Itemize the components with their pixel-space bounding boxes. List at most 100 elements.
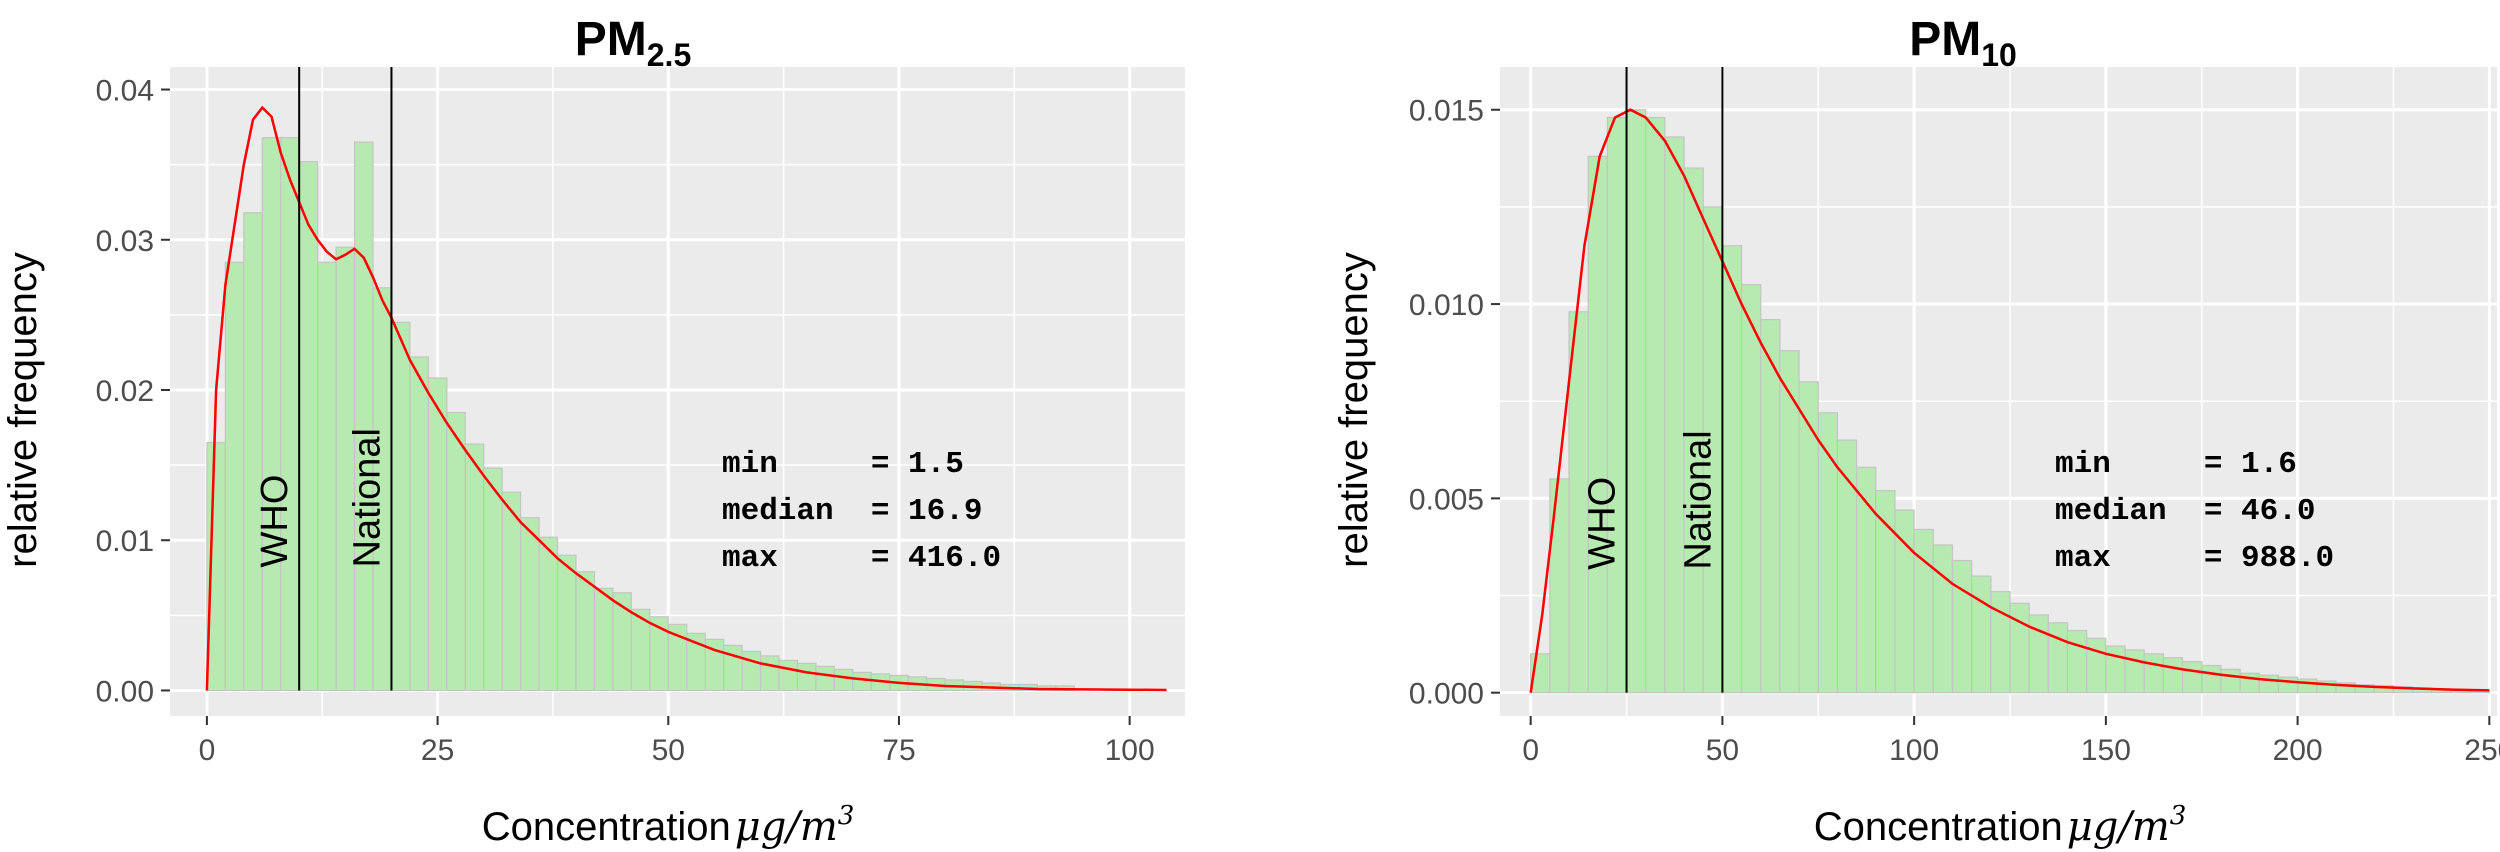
- pm10-histogram-bar: [2297, 678, 2318, 694]
- pm10-histogram-bar: [1932, 544, 1954, 694]
- pm10-xlabel-unit: μg/m: [2067, 804, 2170, 850]
- pm10-x-ticks: 0 50 100 150 200 250: [1522, 716, 2500, 767]
- pm10-histogram-bar: [1990, 591, 2011, 694]
- pm25-histogram-bar: [575, 571, 596, 692]
- pm25-panel: PM2.5 WHO National min = 1.5 median = 16.9…: [1, 13, 1185, 850]
- pm10-histogram-bar: [2181, 660, 2203, 694]
- pm10-stat-value: 1.6: [2241, 447, 2297, 482]
- pm25-y-tick-label: 0.01: [96, 525, 154, 558]
- pm25-histogram-bar: [483, 467, 503, 692]
- pm10-histogram-bar: [1549, 478, 1570, 694]
- pm10-y-tick-label: 0.015: [1409, 95, 1484, 128]
- pm25-histogram-bar: [778, 659, 799, 692]
- pm25-summary-stats: min = 1.5 median = 16.9 max = 416.0: [722, 447, 1001, 576]
- pm25-x-ticks: 0 25 50 75 100: [199, 716, 1155, 767]
- pm10-histogram-bar: [1587, 155, 1608, 694]
- pm10-histogram-bar: [1875, 489, 1896, 694]
- pm25-ref-label-national: National: [346, 428, 388, 567]
- pm25-histogram-bar: [280, 137, 300, 692]
- pm10-histogram-bar: [2162, 657, 2184, 694]
- pm25-histogram-bar: [446, 411, 466, 692]
- pm25-histogram-bar: [224, 261, 245, 692]
- pm25-reference-lines: WHO National: [254, 67, 393, 691]
- pm25-stat-min: min = 1.5: [722, 447, 964, 482]
- pm10-x-tick-label: 100: [1889, 734, 1939, 767]
- pm10-ref-label-who: WHO: [1582, 477, 1624, 570]
- pm25-stat-name: max: [722, 541, 852, 576]
- pm25-histogram-bar: [353, 141, 374, 692]
- pm25-histogram-bar: [427, 377, 448, 692]
- pm25-y-tick-label: 0.04: [96, 75, 154, 108]
- pm10-histogram-bar: [2143, 653, 2164, 694]
- pm10-stat-name: max: [2055, 541, 2185, 576]
- pm10-stat-name: min: [2055, 447, 2185, 482]
- pm10-y-tick-label: 0.005: [1409, 483, 1484, 516]
- pm25-ref-label-who: WHO: [254, 475, 296, 568]
- pm10-summary-stats: min = 1.6 median = 46.0 max = 988.0: [2055, 447, 2334, 576]
- pm25-stat-equals: =: [852, 494, 908, 529]
- pm25-x-tick-label: 0: [199, 734, 216, 767]
- pm10-reference-lines: WHO National: [1582, 67, 1724, 693]
- pm25-histogram-bar: [741, 650, 762, 692]
- pm10-ref-label-national: National: [1677, 430, 1719, 569]
- pm10-histogram-bar: [2105, 645, 2126, 694]
- pm10-histogram-bar: [2220, 668, 2241, 694]
- pm10-histogram-bar: [2066, 629, 2088, 694]
- pm25-histogram-bar: [298, 161, 319, 692]
- pm25-stat-name: median: [722, 494, 852, 529]
- pm25-histogram-bar: [538, 536, 559, 692]
- pm25-stat-value: 16.9: [908, 494, 982, 529]
- pm10-stat-equals: =: [2185, 541, 2241, 576]
- pm25-histogram-bar: [520, 517, 540, 692]
- pm25-stat-equals: =: [852, 541, 908, 576]
- pm10-title-main: PM: [1909, 13, 1981, 66]
- pm10-histogram-bar: [2047, 622, 2069, 694]
- pm25-histogram-bar: [556, 554, 577, 692]
- pm10-histogram-bar: [1740, 284, 1762, 694]
- pm10-histogram-bar: [2009, 602, 2030, 694]
- pm10-histogram-bar: [1645, 116, 1666, 694]
- pm10-stat-equals: =: [2185, 447, 2241, 482]
- pm10-density-curve: [1529, 108, 2490, 693]
- pm10-histogram-bar: [2258, 674, 2280, 694]
- pm25-histogram-bar: [317, 261, 337, 692]
- pm25-histogram-bar: [852, 671, 872, 692]
- pm25-x-tick-label: 50: [652, 734, 685, 767]
- pm25-xlabel-text: Concentration: [482, 805, 731, 849]
- pm25-y-tick-label: 0.00: [96, 675, 154, 708]
- pm10-x-axis-label: Concentration μg/m3: [1814, 801, 2187, 850]
- pm10-y-axis-label: relative frequency: [1332, 252, 1376, 568]
- pm25-xlabel-unit: μg/m: [735, 804, 838, 850]
- pm25-y-axis-label: relative frequency: [1, 252, 45, 568]
- pm25-title-main: PM: [575, 13, 647, 66]
- pm10-x-tick-label: 200: [2273, 734, 2323, 767]
- pm10-x-tick-label: 50: [1706, 734, 1739, 767]
- pm10-x-tick-label: 250: [2464, 734, 2500, 767]
- pm25-histogram-bar: [390, 321, 411, 692]
- pm25-stat-equals: =: [852, 447, 908, 482]
- pm25-stat-name: min: [722, 447, 852, 482]
- pm10-histogram-bar: [1760, 319, 1781, 694]
- pm10-histogram-bar: [2124, 649, 2145, 694]
- pm25-histogram-bar: [593, 587, 614, 692]
- pm10-stat-min: min = 1.6: [2055, 447, 2297, 482]
- pm10-histogram-bar: [1971, 575, 1992, 694]
- pm25-histogram-bar: [243, 212, 263, 692]
- pm25-histogram-bar: [464, 443, 485, 692]
- pm10-histogram-bar: [1798, 381, 1819, 694]
- pm10-histogram-bar: [1606, 116, 1628, 694]
- pm25-x-tick-label: 75: [882, 734, 915, 767]
- pm10-stat-median: median = 46.0: [2055, 494, 2315, 529]
- pm25-histogram-bar: [815, 665, 835, 692]
- pm25-stat-value: 1.5: [908, 447, 964, 482]
- pm25-histogram-bar: [833, 668, 854, 692]
- pm10-histogram-bar: [1664, 136, 1685, 694]
- pm10-y-tick-label: 0.010: [1409, 289, 1484, 322]
- pm10-y-tick-label: 0.000: [1409, 678, 1484, 711]
- pm10-histogram-bars: [1530, 109, 2490, 694]
- pm10-stat-equals: =: [2185, 494, 2241, 529]
- pm10-histogram-bar: [1951, 559, 1973, 694]
- pm25-x-axis-label: Concentration μg/m3: [482, 801, 855, 850]
